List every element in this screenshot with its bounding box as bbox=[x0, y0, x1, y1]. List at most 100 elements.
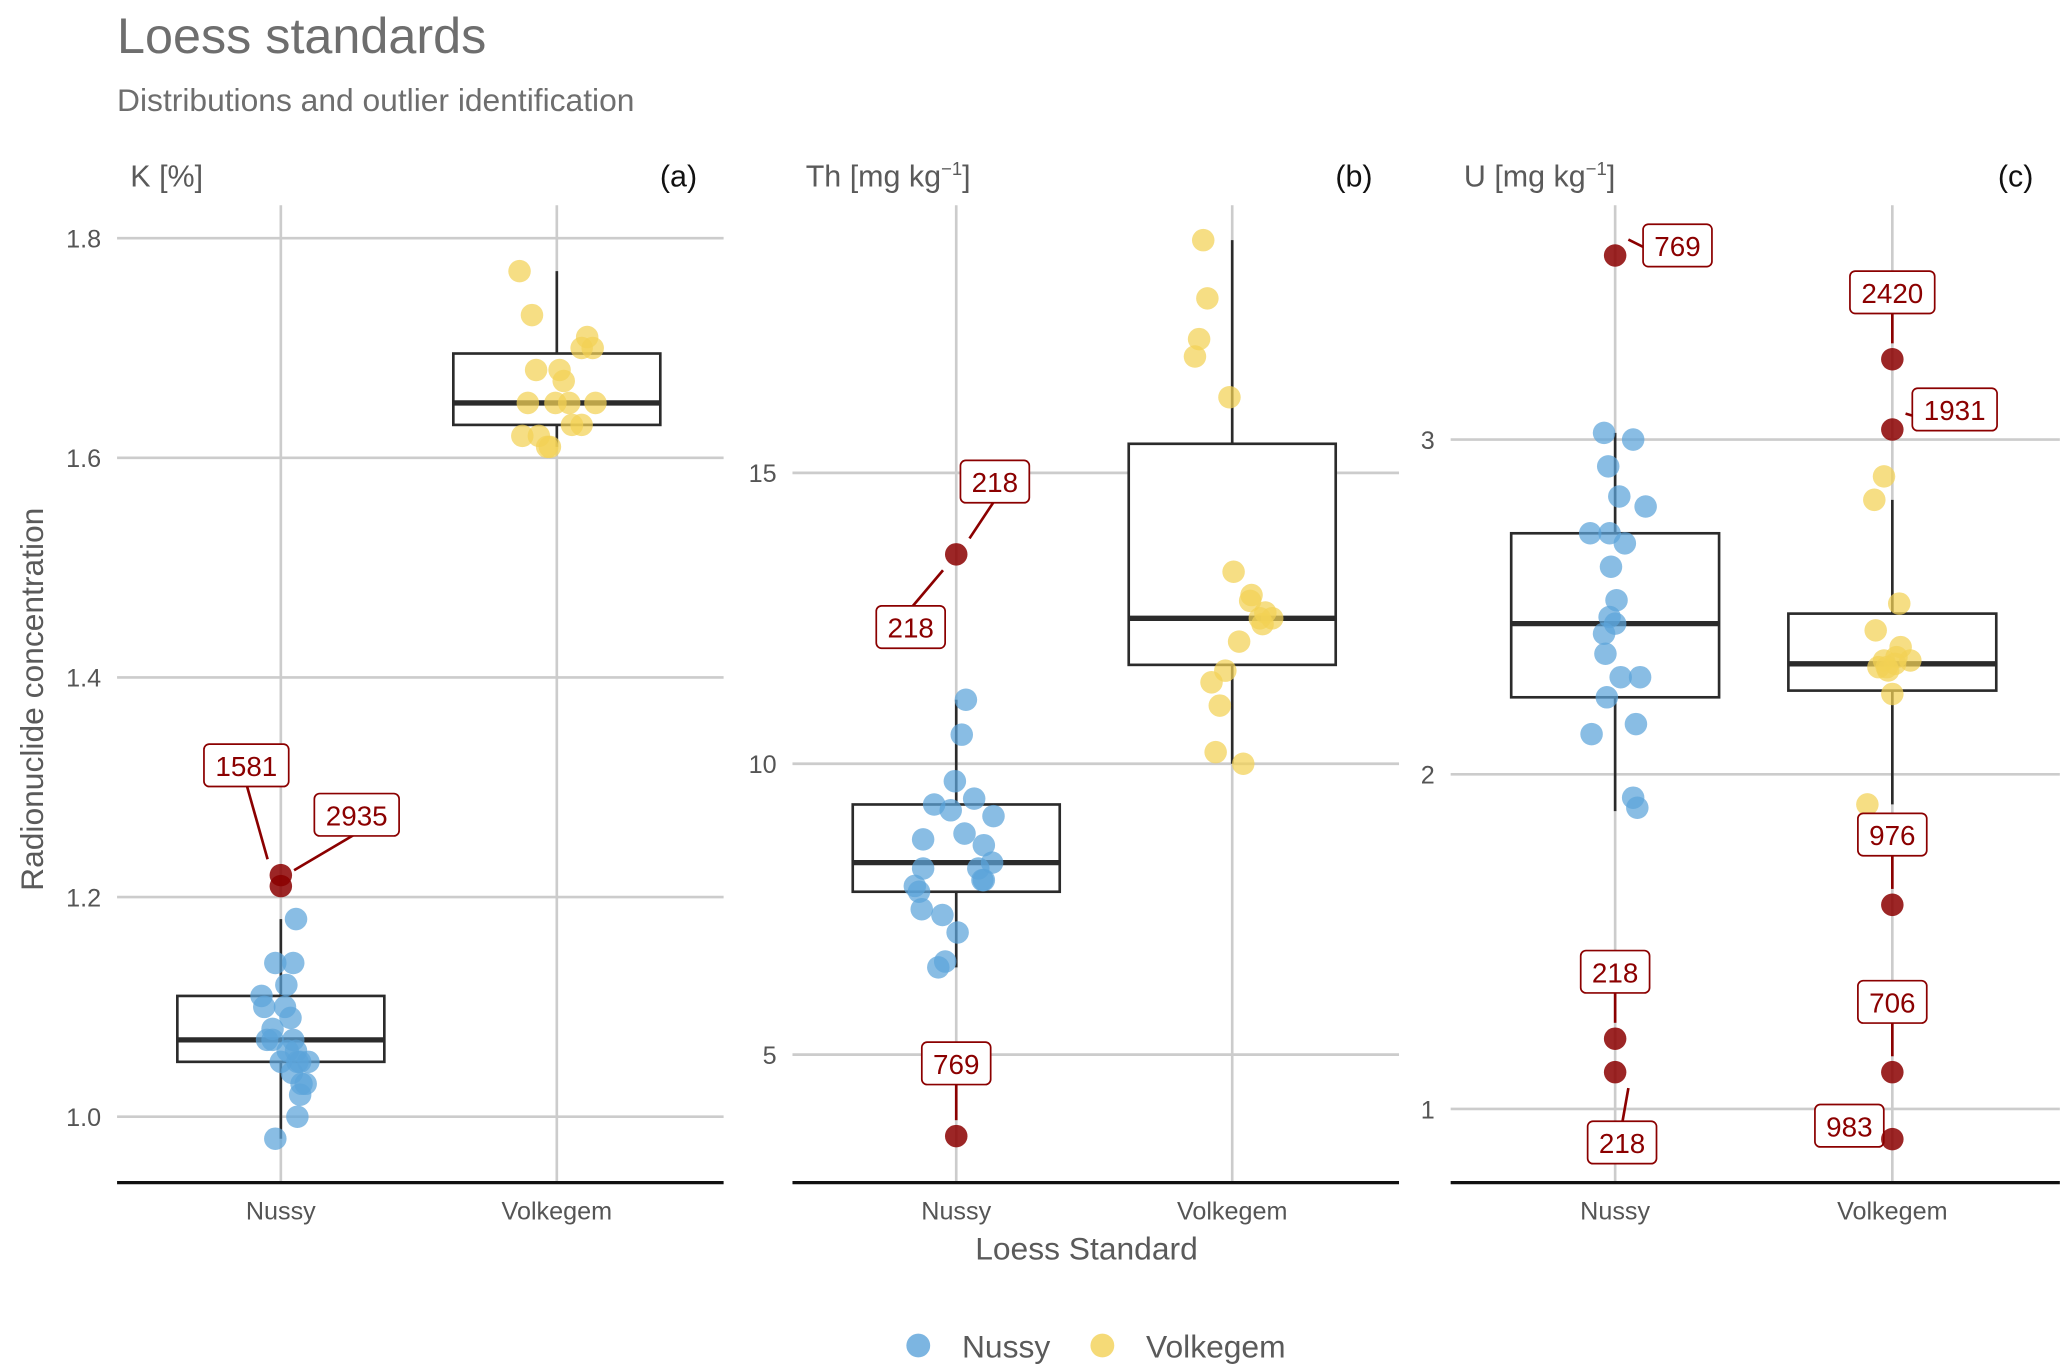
outlier-label-box bbox=[1849, 270, 1936, 315]
data-point bbox=[1863, 488, 1886, 512]
data-point bbox=[1231, 752, 1255, 776]
data-point bbox=[911, 828, 935, 851]
panel-3: U [mg kg−1] (c) 1 2 3 Nussy Volkegem 769 218 218 2… bbox=[1421, 158, 2060, 1226]
data-point bbox=[1876, 659, 1900, 682]
legend-label-nussy: Nussy bbox=[962, 1328, 1050, 1364]
data-point bbox=[557, 391, 581, 415]
outlier-label: 2935 bbox=[326, 800, 388, 831]
data-point bbox=[1613, 532, 1637, 555]
outlier-label: 706 bbox=[1869, 987, 1915, 1018]
data-point bbox=[1191, 228, 1215, 252]
legend-swatch-volkegem bbox=[1090, 1333, 1115, 1358]
data-point bbox=[253, 995, 276, 1019]
data-point bbox=[264, 951, 287, 975]
x-tick-label: Volkegem bbox=[502, 1198, 612, 1226]
panel-tag: (c) bbox=[1998, 160, 2034, 194]
label-leader-line bbox=[245, 783, 269, 860]
y-axis-label: Radionuclide concentration bbox=[14, 508, 50, 891]
outlier-point bbox=[1881, 418, 1904, 441]
outlier-point bbox=[944, 1124, 968, 1148]
data-point bbox=[538, 435, 562, 459]
outlier-label: 1581 bbox=[215, 751, 277, 782]
data-point bbox=[907, 880, 931, 903]
data-point bbox=[288, 1083, 312, 1107]
outlier-label-box bbox=[1579, 949, 1651, 994]
outlier-label: 218 bbox=[1599, 1128, 1645, 1159]
outlier-label-box bbox=[1642, 223, 1713, 268]
y-tick-label: 1.8 bbox=[66, 225, 101, 253]
y-tick-label: 5 bbox=[763, 1042, 777, 1070]
data-point bbox=[1222, 560, 1245, 584]
y-tick-label: 10 bbox=[749, 751, 777, 779]
outlier-point bbox=[1881, 347, 1904, 371]
outlier-point bbox=[1881, 1127, 1904, 1151]
data-point bbox=[931, 903, 954, 927]
data-point bbox=[286, 1105, 309, 1128]
legend-label-volkegem: Volkegem bbox=[1146, 1328, 1286, 1364]
outlier-label-box bbox=[1857, 979, 1928, 1024]
data-point bbox=[1864, 619, 1887, 642]
data-point bbox=[1196, 287, 1219, 310]
data-point bbox=[520, 303, 544, 327]
data-point bbox=[1887, 592, 1911, 615]
panels: K [%] (a) 1.0 1.2 1.4 1.6 1.8 Nussy Volkegem 1581… bbox=[66, 158, 2060, 1226]
group-nussy: 769 218 218 bbox=[1509, 223, 1721, 1165]
label-leader-line bbox=[293, 832, 358, 872]
legend: Nussy Volkegem bbox=[906, 1328, 1286, 1364]
group-volkegem: 2420 1931 976 706 983 bbox=[1787, 270, 1998, 1151]
data-point bbox=[516, 391, 540, 415]
data-point bbox=[584, 391, 607, 415]
data-point bbox=[1251, 612, 1274, 636]
data-point bbox=[1596, 455, 1620, 478]
data-point bbox=[1200, 671, 1223, 694]
outlier-label: 218 bbox=[888, 613, 934, 644]
outlier-label-box bbox=[203, 743, 290, 788]
data-point bbox=[950, 723, 974, 746]
data-point bbox=[972, 868, 996, 892]
data-point bbox=[279, 1006, 302, 1030]
outlier-label-box bbox=[1586, 1120, 1658, 1165]
outlier-label-box bbox=[1814, 1103, 1885, 1148]
data-point bbox=[1634, 495, 1657, 518]
data-point bbox=[1594, 642, 1617, 666]
chart-subtitle: Distributions and outlier identification bbox=[117, 82, 634, 118]
data-point bbox=[1238, 589, 1262, 613]
data-point bbox=[1626, 796, 1649, 820]
data-point bbox=[1624, 712, 1648, 736]
outlier-label-box bbox=[875, 604, 946, 650]
label-leader-line bbox=[968, 499, 996, 540]
data-point bbox=[1881, 682, 1904, 706]
data-point bbox=[946, 921, 969, 944]
outlier-point bbox=[1603, 244, 1627, 267]
group-nussy: 218 218 769 bbox=[851, 459, 1062, 1148]
data-point bbox=[1227, 630, 1251, 653]
y-tick-label: 3 bbox=[1421, 427, 1435, 455]
y-tick-label: 1.2 bbox=[66, 884, 101, 912]
outlier-point bbox=[1603, 1060, 1627, 1084]
y-tick-label: 15 bbox=[749, 460, 777, 488]
outlier-label: 2420 bbox=[1861, 278, 1923, 309]
data-point bbox=[1204, 740, 1227, 764]
data-point bbox=[1609, 665, 1632, 689]
data-point bbox=[1183, 345, 1207, 368]
data-point bbox=[1595, 686, 1619, 709]
outlier-point bbox=[269, 874, 293, 898]
y-tick-label: 1.4 bbox=[66, 665, 101, 693]
data-point bbox=[1628, 665, 1652, 689]
outlier-label: 769 bbox=[933, 1049, 979, 1080]
data-point bbox=[1578, 522, 1602, 545]
data-point bbox=[911, 857, 935, 880]
outlier-label: 983 bbox=[1826, 1111, 1872, 1142]
outlier-label-box bbox=[313, 792, 400, 837]
panel-strip-title: U [mg kg−1] bbox=[1464, 158, 1615, 194]
data-point bbox=[943, 769, 967, 793]
data-point bbox=[927, 956, 950, 979]
label-leader-line bbox=[1620, 1087, 1630, 1125]
x-tick-label: Nussy bbox=[921, 1198, 991, 1226]
data-point bbox=[284, 907, 308, 931]
outlier-label-box bbox=[1857, 812, 1928, 857]
outlier-point bbox=[1881, 893, 1904, 917]
data-point bbox=[1208, 694, 1232, 717]
label-leader-line bbox=[909, 569, 945, 610]
